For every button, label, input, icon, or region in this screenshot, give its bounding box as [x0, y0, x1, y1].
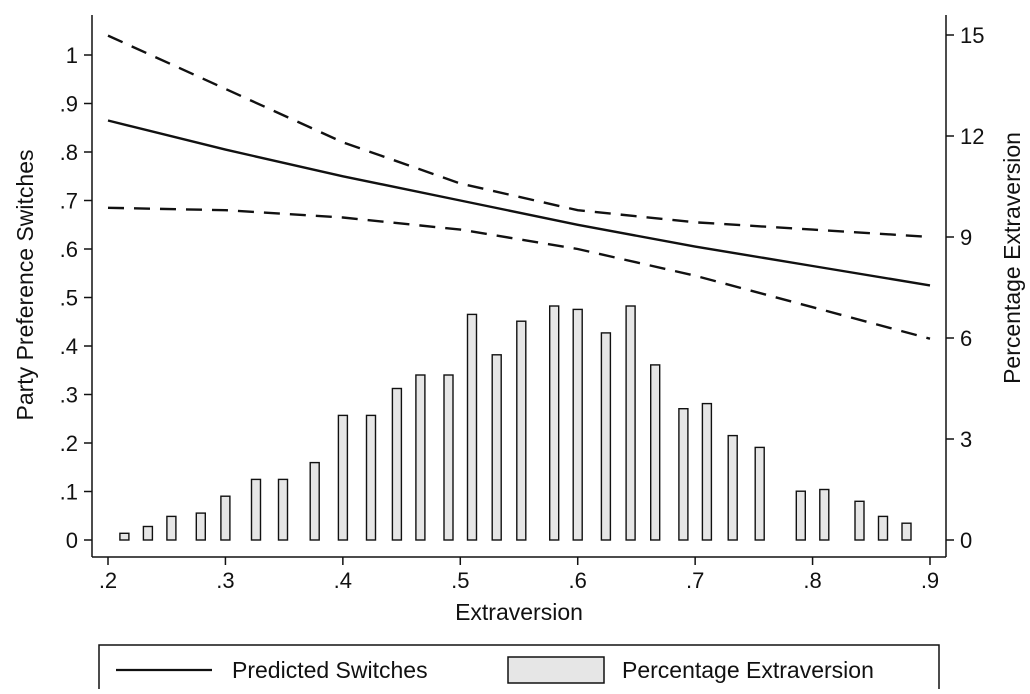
x-axis-title: Extraversion	[455, 599, 583, 625]
bar	[854, 500, 865, 541]
y2-tick-label: 12	[960, 124, 984, 149]
y2-tick-label: 6	[960, 326, 972, 351]
y-tick-label: .9	[60, 92, 78, 117]
y-tick-label: .2	[60, 431, 78, 456]
y-tick-label: .7	[60, 189, 78, 214]
y-axis-title: Party Preference Switches	[12, 149, 38, 420]
bar	[516, 320, 527, 541]
legend: Predicted Switches Percentage Extraversi…	[98, 644, 940, 694]
bar	[600, 332, 612, 541]
x-tick-label: .8	[803, 568, 821, 593]
y-tick-label: 1	[66, 43, 78, 68]
y-tick-label: 0	[66, 528, 78, 553]
bar	[309, 461, 320, 541]
x-tick-label: .9	[921, 568, 939, 593]
bar	[142, 525, 154, 541]
x-tick-label: .6	[569, 568, 587, 593]
y-tick-label: .5	[60, 286, 78, 311]
x-tick-label: .5	[451, 568, 469, 593]
bar	[795, 490, 806, 541]
x-tick-label: .3	[216, 568, 234, 593]
bars-layer	[119, 305, 912, 541]
bar	[625, 305, 636, 541]
bar	[650, 364, 661, 541]
bar	[491, 354, 502, 541]
bar	[727, 434, 738, 541]
bar	[119, 532, 130, 541]
bar	[277, 478, 289, 541]
bar	[549, 305, 560, 541]
series-line	[107, 119, 931, 287]
legend-label-percentage-extraversion: Percentage Extraversion	[622, 657, 874, 683]
bar	[754, 446, 765, 541]
legend-label-predicted-switches: Predicted Switches	[232, 657, 428, 683]
bar	[678, 408, 689, 541]
bar	[443, 374, 454, 541]
legend-bar-swatch	[507, 656, 605, 684]
x-tick-label: .4	[334, 568, 352, 593]
confidence-band-line	[107, 206, 931, 340]
bar	[572, 308, 583, 541]
bar	[391, 387, 403, 541]
ticks-layer: .2 .3 .4 .5 .6 .7 .8 .9 0 .1 .2 .3 .4 .5 .6 .7 .8 .9 1 0 3 6 9…	[60, 23, 985, 593]
y-tick-label: .6	[60, 237, 78, 262]
bar	[466, 313, 478, 541]
y2-axis-title: Percentage Extraversion	[999, 132, 1025, 384]
bar	[415, 374, 426, 541]
x-tick-label: .2	[99, 568, 117, 593]
bar	[250, 478, 262, 541]
y2-tick-label: 15	[960, 23, 984, 48]
bar	[166, 515, 177, 541]
y-tick-label: .3	[60, 383, 78, 408]
bar	[901, 522, 912, 541]
confidence-band-line	[107, 34, 931, 239]
bar	[337, 414, 349, 541]
y2-tick-label: 3	[960, 427, 972, 452]
y-tick-label: .4	[60, 334, 78, 359]
lines-layer	[107, 34, 931, 340]
y-tick-label: .8	[60, 140, 78, 165]
y2-tick-label: 9	[960, 225, 972, 250]
bar	[365, 414, 377, 541]
bar	[819, 488, 830, 541]
y2-tick-label: 0	[960, 528, 972, 553]
x-tick-label: .7	[686, 568, 704, 593]
bar	[877, 515, 889, 541]
y-tick-label: .1	[60, 480, 78, 505]
bar	[701, 402, 713, 541]
bar	[195, 512, 207, 541]
bar	[220, 495, 231, 541]
